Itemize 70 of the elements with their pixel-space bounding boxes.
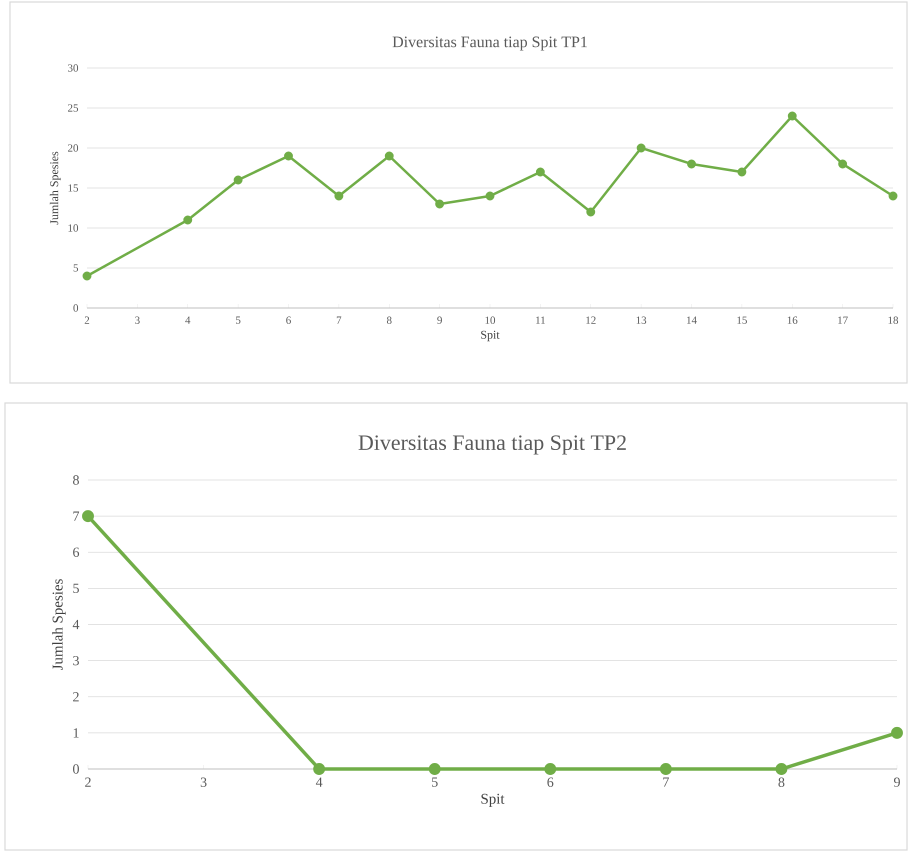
chart-title: Diversitas Fauna tiap Spit TP1 <box>392 36 587 50</box>
y-tick-label: 0 <box>73 764 79 774</box>
x-tick-label: 9 <box>437 316 442 324</box>
x-tick-label: 5 <box>236 316 240 324</box>
point <box>586 208 596 216</box>
y-axis-title: Jumlah Spesies <box>50 152 61 224</box>
y-tick-label: 5 <box>74 264 78 272</box>
x-tick-label: 12 <box>586 316 596 324</box>
y-axis-title: Jumlah Spesies <box>52 579 66 670</box>
x-axis-title: Spit <box>481 330 500 342</box>
y-tick-label: 10 <box>68 224 78 232</box>
point <box>313 763 326 775</box>
x-tick-label: 6 <box>547 778 554 787</box>
x-tick-label: 7 <box>336 316 342 324</box>
y-tick-label: 25 <box>68 104 78 112</box>
point <box>737 168 746 176</box>
x-tick-label: 4 <box>185 316 190 324</box>
x-tick-label: 16 <box>788 316 798 324</box>
x-tick-label: 10 <box>485 316 496 324</box>
y-tick-label: 1 <box>74 728 79 738</box>
point <box>384 152 394 160</box>
x-tick-label: 14 <box>686 316 697 324</box>
x-tick-label: 2 <box>85 778 91 787</box>
x-axis-title: Spit <box>481 794 504 807</box>
y-tick-label: 7 <box>73 512 80 521</box>
x-tick-label: 11 <box>536 316 545 324</box>
point <box>334 192 344 200</box>
y-tick-label: 4 <box>72 620 80 630</box>
y-tick-label: 20 <box>68 144 78 152</box>
point <box>660 763 672 775</box>
x-tick-label: 3 <box>200 778 207 787</box>
x-tick-label: 6 <box>286 316 291 324</box>
x-tick-label: 2 <box>84 316 90 324</box>
x-tick-label: 9 <box>894 778 900 787</box>
point <box>486 192 494 200</box>
point <box>788 112 797 120</box>
point <box>775 763 788 775</box>
x-tick-label: 15 <box>737 316 747 324</box>
chart-title: Diversitas Fauna tiap Spit TP2 <box>358 435 626 455</box>
y-tick-label: 2 <box>73 692 79 702</box>
x-tick-label: 17 <box>838 316 848 324</box>
y-tick-label: 5 <box>73 584 79 594</box>
point <box>636 144 646 152</box>
point <box>284 152 293 160</box>
point <box>687 160 696 168</box>
point <box>544 763 556 775</box>
x-tick-label: 7 <box>663 778 669 787</box>
point <box>82 272 92 280</box>
x-tick-label: 5 <box>432 778 438 787</box>
y-tick-label: 6 <box>73 548 80 557</box>
y-tick-label: 30 <box>68 64 78 72</box>
x-tick-label: 8 <box>778 778 784 787</box>
point <box>891 726 903 739</box>
x-tick-label: 3 <box>135 316 140 324</box>
point <box>435 200 444 208</box>
point <box>234 176 243 184</box>
point <box>183 216 192 224</box>
y-tick-label: 3 <box>73 656 79 666</box>
x-tick-label: 18 <box>888 316 898 324</box>
x-tick-label: 13 <box>636 316 646 324</box>
point <box>536 168 545 176</box>
point <box>428 763 441 775</box>
x-tick-label: 8 <box>386 316 392 324</box>
x-tick-label: 4 <box>316 778 322 787</box>
y-tick-label: 8 <box>73 475 79 485</box>
point <box>838 160 848 168</box>
point <box>888 192 898 200</box>
y-tick-label: 0 <box>73 304 78 312</box>
point <box>82 510 94 522</box>
y-tick-label: 15 <box>68 184 78 192</box>
